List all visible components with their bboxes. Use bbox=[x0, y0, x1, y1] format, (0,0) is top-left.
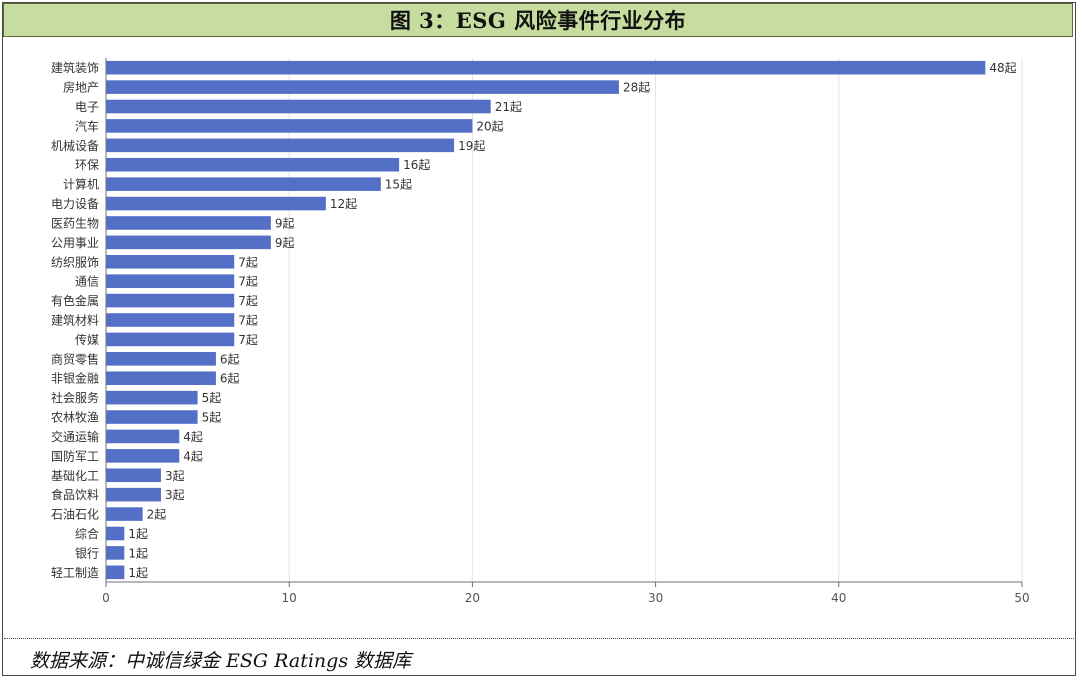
category-label: 房地产 bbox=[63, 80, 99, 95]
value-label: 9起 bbox=[275, 216, 295, 230]
bar bbox=[106, 60, 986, 75]
category-label: 交通运输 bbox=[51, 429, 99, 444]
category-label: 公用事业 bbox=[51, 236, 99, 250]
bar bbox=[106, 429, 180, 444]
value-label: 5起 bbox=[202, 391, 222, 405]
value-label: 7起 bbox=[238, 333, 258, 347]
bar bbox=[106, 138, 455, 153]
category-label: 传媒 bbox=[75, 332, 99, 347]
bar bbox=[106, 487, 161, 502]
category-label: 计算机 bbox=[63, 177, 99, 192]
bar bbox=[106, 468, 161, 483]
value-label: 3起 bbox=[165, 488, 185, 502]
bar bbox=[106, 352, 216, 366]
bar bbox=[106, 449, 180, 463]
value-label: 3起 bbox=[165, 469, 185, 483]
category-label: 通信 bbox=[75, 275, 99, 289]
category-label: 环保 bbox=[75, 158, 99, 172]
bar bbox=[106, 119, 473, 133]
value-label: 4起 bbox=[183, 449, 203, 463]
value-label: 7起 bbox=[238, 294, 258, 308]
bar bbox=[106, 546, 125, 560]
value-label: 7起 bbox=[238, 255, 258, 269]
bar bbox=[106, 565, 125, 580]
value-label: 7起 bbox=[238, 275, 258, 289]
bar bbox=[106, 254, 235, 269]
bar bbox=[106, 293, 235, 308]
category-label: 建筑装饰 bbox=[51, 60, 99, 75]
x-tick-label: 10 bbox=[282, 591, 297, 605]
bar bbox=[106, 216, 271, 230]
bar bbox=[106, 235, 271, 250]
category-label: 建筑材料 bbox=[51, 313, 99, 328]
x-tick-label: 40 bbox=[831, 591, 846, 605]
category-label: 国防军工 bbox=[51, 448, 99, 463]
source-separator bbox=[4, 638, 1074, 639]
bar bbox=[106, 313, 235, 327]
bar bbox=[106, 80, 619, 94]
category-label: 机械设备 bbox=[51, 138, 99, 153]
value-label: 1起 bbox=[128, 546, 148, 560]
bar bbox=[106, 332, 235, 347]
figure-title: 图 3：ESG 风险事件行业分布 bbox=[389, 8, 687, 33]
category-label: 汽车 bbox=[75, 118, 99, 133]
category-label: 纺织服饰 bbox=[51, 255, 99, 269]
category-label: 基础化工 bbox=[51, 469, 99, 483]
value-label: 48起 bbox=[989, 61, 1016, 75]
category-label: 商贸零售 bbox=[51, 351, 99, 366]
value-label: 20起 bbox=[476, 119, 503, 133]
value-label: 16起 bbox=[403, 158, 430, 172]
category-label: 综合 bbox=[75, 526, 99, 541]
value-label: 2起 bbox=[147, 508, 167, 522]
bar bbox=[106, 410, 198, 424]
value-label: 21起 bbox=[495, 100, 522, 114]
value-label: 1起 bbox=[128, 566, 148, 580]
value-label: 15起 bbox=[385, 178, 412, 192]
value-label: 5起 bbox=[202, 411, 222, 425]
value-label: 6起 bbox=[220, 352, 240, 366]
bar bbox=[106, 99, 491, 114]
category-label: 有色金属 bbox=[51, 293, 99, 308]
bar bbox=[106, 157, 400, 172]
bar bbox=[106, 371, 216, 386]
title-bar: 图 3：ESG 风险事件行业分布 bbox=[3, 3, 1073, 37]
bar bbox=[106, 274, 235, 288]
value-label: 12起 bbox=[330, 197, 357, 211]
x-tick-label: 20 bbox=[465, 591, 480, 605]
value-label: 6起 bbox=[220, 372, 240, 386]
bar bbox=[106, 390, 198, 405]
value-label: 9起 bbox=[275, 236, 295, 250]
value-label: 19起 bbox=[458, 139, 485, 153]
category-label: 轻工制造 bbox=[51, 566, 99, 580]
x-tick-label: 50 bbox=[1014, 591, 1029, 605]
grid-lines bbox=[288, 58, 1023, 582]
bar bbox=[106, 177, 381, 191]
category-label: 农林牧渔 bbox=[51, 411, 99, 425]
category-label: 电力设备 bbox=[51, 197, 99, 211]
x-axis: 0 10 20 30 40 50 bbox=[102, 58, 1030, 605]
value-labels: 48起 28起 21起 20起 19起 16起 15起 12起 9起 9起 7起 7起 7起 7起 7起 6起… bbox=[128, 61, 1016, 580]
bar bbox=[106, 526, 125, 541]
bar-chart: 建筑装饰房地产电子汽车机械设备环保计算机电力设备医药生物公用事业纺织服饰通信有色… bbox=[51, 58, 1030, 605]
value-label: 7起 bbox=[238, 314, 258, 328]
source-note: 数据来源：中诚信绿金 ESG Ratings 数据库 bbox=[30, 650, 412, 672]
category-label: 银行 bbox=[75, 546, 99, 560]
category-labels: 建筑装饰房地产电子汽车机械设备环保计算机电力设备医药生物公用事业纺织服饰通信有色… bbox=[51, 60, 99, 580]
bar bbox=[106, 196, 326, 211]
category-label: 电子 bbox=[75, 100, 99, 114]
value-label: 4起 bbox=[183, 430, 203, 444]
value-label: 28起 bbox=[623, 81, 650, 95]
category-label: 社会服务 bbox=[51, 390, 99, 405]
value-label: 1起 bbox=[128, 527, 148, 541]
bar bbox=[106, 507, 143, 521]
x-tick-label: 30 bbox=[648, 591, 663, 605]
category-label: 食品饮料 bbox=[51, 487, 99, 502]
category-label: 医药生物 bbox=[51, 216, 99, 230]
category-label: 石油石化 bbox=[51, 508, 99, 522]
bar-series bbox=[106, 60, 986, 580]
x-tick-label: 0 bbox=[102, 591, 110, 605]
category-label: 非银金融 bbox=[51, 371, 99, 386]
